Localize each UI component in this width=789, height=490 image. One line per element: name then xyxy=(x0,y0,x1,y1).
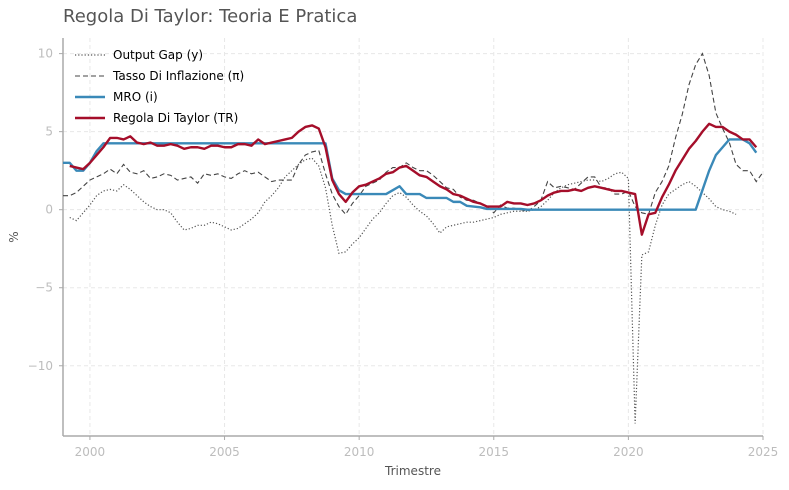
legend-label-output-gap-y: Output Gap (y) xyxy=(113,48,203,62)
chart-title: Regola Di Taylor: Teoria E Pratica xyxy=(63,6,358,27)
series-layer xyxy=(63,52,764,424)
y-tick-label: 5 xyxy=(45,125,53,139)
legend-label-mro-i: MRO (i) xyxy=(113,90,158,104)
y-tick-label: 10 xyxy=(38,47,53,61)
x-tick-label: 2025 xyxy=(748,445,779,459)
y-axis-label: % xyxy=(7,231,21,242)
series-line-regola-di-taylor-tr xyxy=(69,122,758,236)
axes-layer: 2000 2005 2010 2015 2020 2025 10 5 0 −5 −10 Trimest… xyxy=(7,38,778,478)
y-tick-label: −10 xyxy=(28,359,53,373)
y-tick-label: 0 xyxy=(45,203,53,217)
x-tick-label: 2005 xyxy=(209,445,240,459)
grid-layer xyxy=(63,38,764,436)
series-line-output-gap-y xyxy=(69,157,737,424)
legend-label-tasso-di-inflazione: Tasso Di Inflazione (π) xyxy=(112,69,244,83)
x-tick-label: 2015 xyxy=(478,445,509,459)
series-line-mro-i xyxy=(63,138,758,211)
y-tick-label: −5 xyxy=(35,281,53,295)
legend: Output Gap (y) Tasso Di Inflazione (π) MRO… xyxy=(75,48,244,125)
series-line-tasso-di-inflazione xyxy=(63,52,764,216)
x-tick-label: 2010 xyxy=(344,445,375,459)
x-tick-label: 2020 xyxy=(613,445,644,459)
x-tick-label: 2000 xyxy=(75,445,106,459)
legend-label-regola-di-taylor-tr: Regola Di Taylor (TR) xyxy=(113,111,238,125)
x-axis-label: Trimestre xyxy=(384,464,441,478)
